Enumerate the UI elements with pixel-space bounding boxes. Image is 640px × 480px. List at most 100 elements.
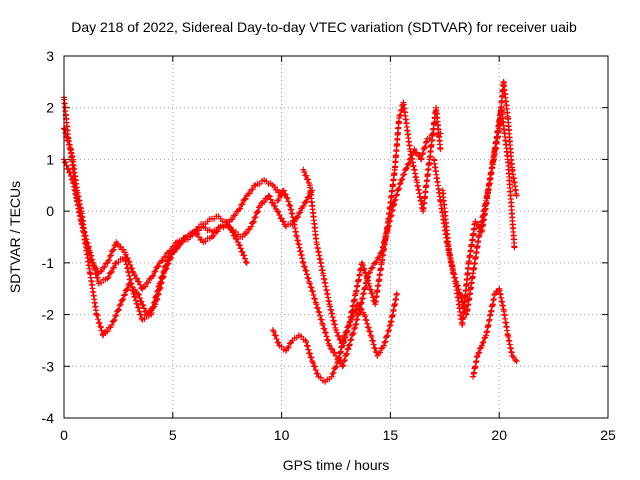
data-point-interp	[88, 252, 95, 259]
data-point-interp	[401, 171, 408, 178]
data-point-interp	[159, 257, 166, 264]
data-point-interp	[152, 268, 159, 275]
data-point	[117, 301, 124, 308]
data-point-interp	[158, 274, 165, 281]
data-point-interp	[297, 209, 304, 216]
data-point-interp	[367, 328, 374, 335]
data-point-interp	[97, 279, 104, 286]
data-point	[319, 321, 326, 328]
data-point-interp	[145, 279, 152, 286]
data-point-interp	[154, 287, 161, 294]
data-point-interp	[302, 199, 309, 206]
data-point-interp	[239, 200, 246, 207]
data-point-interp	[395, 186, 402, 193]
data-point-interp	[364, 277, 371, 284]
series-SDTVAR-c	[61, 156, 250, 323]
data-point-interp	[66, 141, 73, 148]
data-point-interp	[332, 364, 339, 371]
data-point-interp	[137, 311, 144, 318]
data-point-interp	[124, 285, 131, 292]
data-point-interp	[480, 339, 487, 346]
data-point-interp	[122, 251, 129, 258]
data-point-interp	[119, 297, 126, 304]
data-point-interp	[61, 126, 68, 133]
data-point-interp	[171, 248, 178, 255]
data-point-interp	[85, 243, 92, 250]
data-point-interp	[88, 256, 95, 263]
data-point-interp	[101, 263, 108, 270]
data-point-interp	[278, 192, 285, 199]
data-point-interp	[458, 295, 465, 302]
data-point-interp	[333, 329, 340, 336]
data-point-interp	[140, 302, 147, 309]
data-point-interp	[231, 232, 238, 239]
data-point-interp	[323, 333, 330, 340]
data-point-interp	[337, 336, 344, 343]
data-point-interp	[413, 149, 420, 156]
data-point-interp	[111, 316, 118, 323]
plot-frame	[63, 55, 609, 419]
data-point-interp	[421, 144, 428, 151]
series-SDTVAR-h	[439, 104, 518, 328]
data-point-interp	[285, 344, 292, 351]
data-point-interp	[110, 317, 117, 324]
data-point-interp	[98, 267, 105, 274]
data-point-interp	[238, 201, 245, 208]
data-point-interp	[369, 337, 376, 344]
y-tick-label: 2	[46, 100, 54, 116]
data-point-interp	[303, 267, 310, 274]
data-point-interp	[241, 196, 248, 203]
data-point-interp	[153, 293, 160, 300]
data-point-interp	[249, 219, 256, 226]
data-point	[333, 352, 339, 359]
data-point-interp	[126, 258, 133, 265]
data-point-interp	[329, 370, 336, 377]
data-point-interp	[95, 316, 102, 323]
data-point	[374, 352, 381, 359]
data-point-interp	[341, 356, 348, 363]
data-point-interp	[232, 212, 239, 219]
data-point-interp	[150, 303, 157, 310]
data-point-interp	[330, 369, 337, 376]
data-point-interp	[370, 341, 377, 348]
data-point-interp	[80, 225, 87, 232]
data-point-interp	[305, 275, 312, 282]
data-point-interp	[195, 234, 202, 240]
data-point-interp	[270, 328, 277, 335]
data-point-interp	[303, 339, 310, 346]
data-point-interp	[114, 307, 121, 314]
data-point-interp	[136, 308, 143, 315]
data-point-interp	[340, 339, 347, 346]
data-point-interp	[252, 213, 259, 220]
y-axis-label: SDTVAR / TECUs	[7, 181, 23, 293]
data-point	[282, 347, 289, 354]
data-point-interp	[149, 273, 156, 280]
data-point-interp	[136, 278, 143, 285]
data-point-interp	[110, 246, 117, 253]
data-point-interp	[479, 339, 486, 346]
data-point-interp	[294, 213, 301, 220]
data-point	[78, 218, 85, 225]
data-point-interp	[255, 208, 262, 215]
data-point-interp	[405, 160, 412, 167]
x-tick-label: 20	[491, 427, 507, 443]
data-point-interp	[386, 323, 393, 330]
data-point-interp	[105, 257, 112, 264]
data-point-interp	[278, 215, 285, 222]
data-point-interp	[368, 265, 375, 272]
data-point-interp	[267, 196, 274, 203]
data-point-interp	[163, 262, 170, 269]
data-point	[478, 342, 485, 349]
data-point-interp	[136, 295, 143, 302]
data-point	[326, 342, 333, 349]
data-point	[393, 290, 400, 297]
data-point-interp	[344, 346, 351, 353]
data-point-interp	[418, 155, 425, 162]
data-point-interp	[149, 304, 156, 311]
data-point	[398, 177, 405, 184]
data-point-interp	[242, 258, 249, 265]
data-point-interp	[285, 198, 292, 205]
data-point-interp	[233, 236, 240, 243]
data-point-interp	[79, 221, 86, 228]
data-point-interp	[121, 292, 128, 299]
